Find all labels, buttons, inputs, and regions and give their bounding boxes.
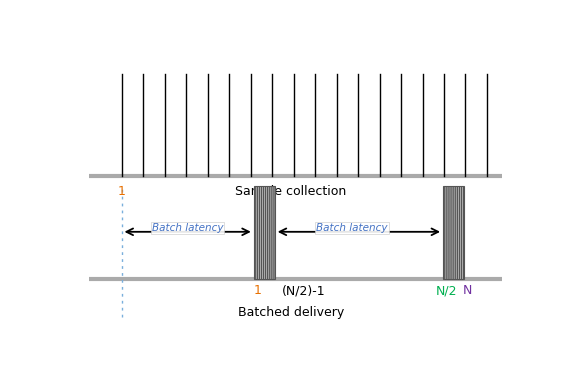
Text: N: N — [449, 185, 459, 198]
Text: (N/2)-1: (N/2)-1 — [282, 284, 326, 297]
Bar — [254, 186, 275, 279]
Text: 1: 1 — [254, 284, 262, 297]
Text: N/2: N/2 — [435, 284, 457, 297]
Text: Batch latency: Batch latency — [316, 223, 387, 232]
Bar — [443, 186, 464, 279]
Text: N: N — [462, 284, 472, 297]
Text: Batched delivery: Batched delivery — [238, 306, 344, 319]
Text: Batch latency: Batch latency — [152, 223, 223, 232]
Text: 1: 1 — [118, 185, 126, 198]
Text: Sample collection: Sample collection — [236, 185, 346, 198]
